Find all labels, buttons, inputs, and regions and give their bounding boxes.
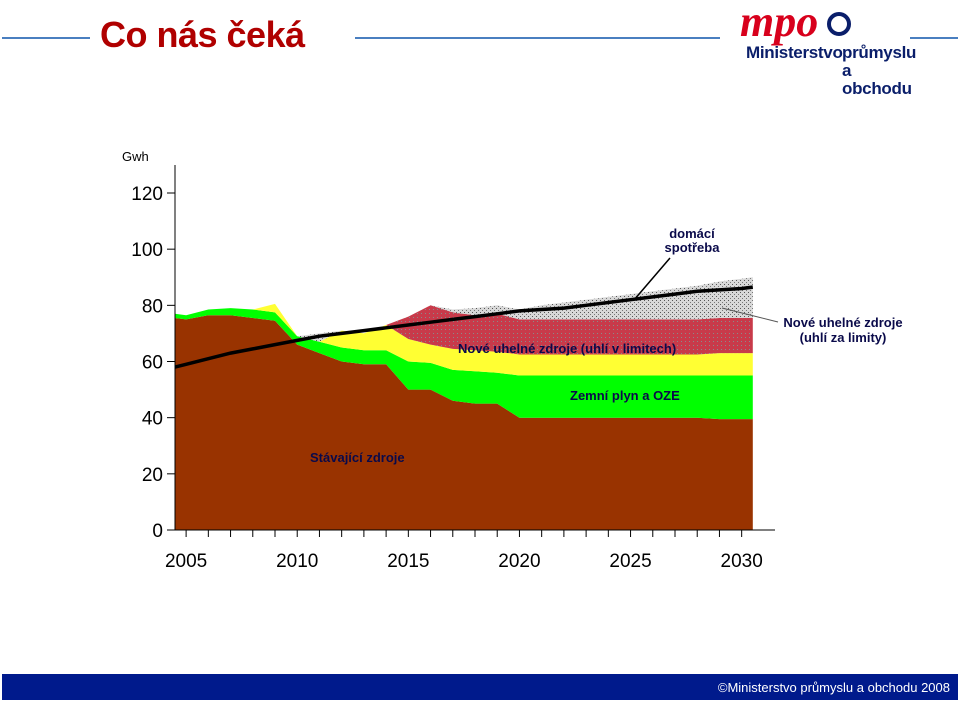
- label-existing-sources: Stávající zdroje: [310, 450, 405, 465]
- area-series-3: [175, 303, 753, 376]
- x-tick-label: 2025: [609, 551, 651, 572]
- y-tick-label: 0: [152, 521, 163, 542]
- consumption-pointer: [633, 257, 671, 301]
- area-series-5: [175, 277, 753, 342]
- y-tick-label: 40: [142, 409, 163, 430]
- logo-mark-icon: mpo: [740, 0, 851, 46]
- footer-copyright: ©Ministerstvo průmyslu a obchodu 2008: [717, 680, 950, 695]
- footer-bar: ©Ministerstvo průmyslu a obchodu 2008: [2, 674, 958, 700]
- title-rule-far-right: [910, 37, 958, 39]
- area-series-2: [175, 308, 753, 420]
- y-tick-label: 100: [131, 240, 163, 261]
- x-tick-label: 2020: [498, 551, 540, 572]
- label-gas-res: Zemní plyn a OZE: [570, 388, 680, 403]
- y-tick-label: 120: [131, 184, 163, 205]
- logo-letters: mpo: [740, 2, 818, 46]
- x-tick-label: 2005: [165, 551, 207, 572]
- label-coal-over-limits-2: (uhlí za limity): [800, 330, 887, 345]
- y-tick-label: 20: [142, 465, 163, 486]
- title-rule-left: [2, 37, 90, 39]
- x-tick-label: 2030: [721, 551, 763, 572]
- logo-line-2b: a obchodu: [842, 61, 912, 98]
- area-series-4: [175, 303, 753, 355]
- label-coal-over-limits-1: Nové uhelné zdroje: [783, 315, 902, 330]
- y-tick-label: 60: [142, 353, 163, 374]
- x-tick-label: 2010: [276, 551, 318, 572]
- slide-title: Co nás čeká: [100, 14, 305, 55]
- x-tick-label: 2015: [387, 551, 429, 572]
- coal-over-pointer: [721, 307, 779, 323]
- logo-line-1: Ministerstvo: [746, 43, 843, 62]
- logo-line-2a: průmyslu: [842, 43, 917, 62]
- logo-gear-icon: [827, 12, 851, 36]
- y-unit-label: Gwh: [122, 149, 149, 164]
- area-series-1: [175, 315, 753, 530]
- y-tick-label: 80: [142, 296, 163, 317]
- label-coal-in-limits: Nové uhelné zdroje (uhlí v limitech): [458, 341, 676, 356]
- ministry-logo: mpo Ministerstvo průmyslu a obchodu: [720, 0, 920, 98]
- label-consumption-1: domácí: [669, 226, 715, 241]
- title-rule-right: [355, 37, 720, 39]
- label-consumption-2: spotřeba: [665, 240, 721, 255]
- consumption-line: [174, 285, 754, 369]
